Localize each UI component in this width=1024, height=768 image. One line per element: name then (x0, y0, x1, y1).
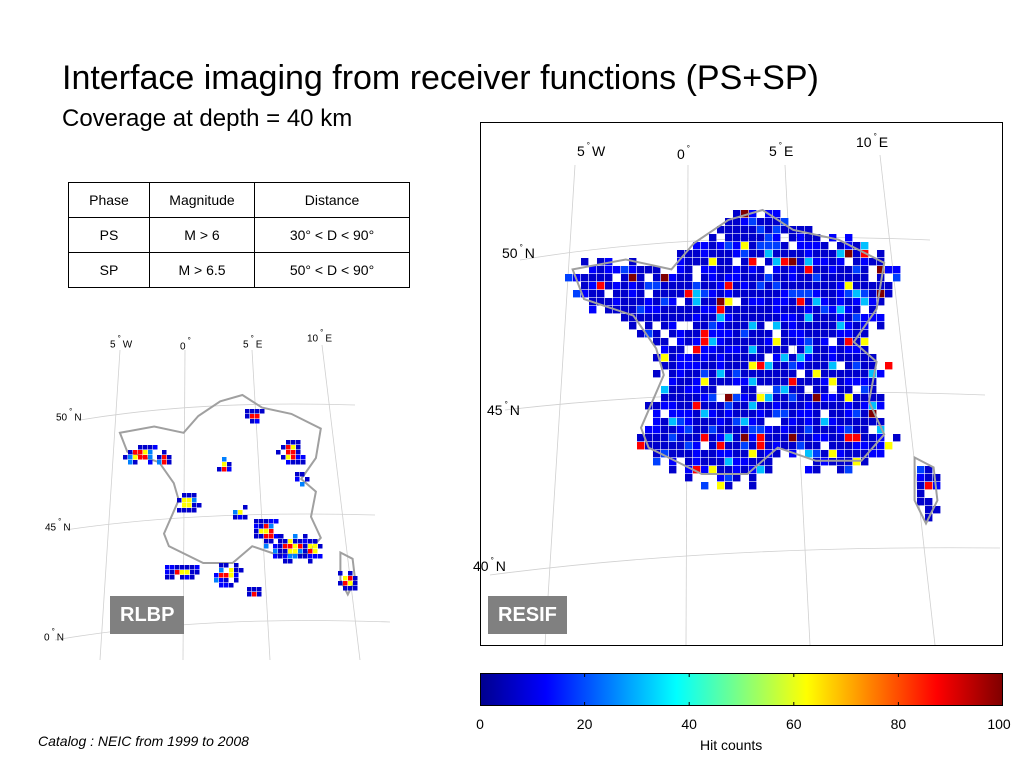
catalog-note: Catalog : NEIC from 1999 to 2008 (38, 733, 249, 749)
resif-lon-label-10e: 10 ° E (856, 132, 889, 150)
table-header-magnitude: Magnitude (149, 182, 255, 218)
table-cell: 50° < D < 90° (254, 252, 410, 288)
resif-label: RESIF (488, 596, 567, 634)
colorbar-tick-label: 40 (681, 716, 697, 732)
rlbp-label: RLBP (110, 596, 185, 634)
table-cell: 30° < D < 90° (254, 217, 410, 253)
table-header-row: Phase Magnitude Distance (68, 182, 410, 218)
rlbp-lat-label-40n: 0°N (44, 627, 64, 644)
table-cell: SP (68, 252, 150, 288)
table-row: SP M > 6.5 50° < D < 90° (68, 252, 410, 288)
resif-map-frame (480, 122, 1003, 646)
colorbar (480, 673, 1003, 706)
phase-table: Phase Magnitude Distance PS M > 6 30° < … (68, 182, 410, 288)
resif-lat-label-50n: 50 ° N (502, 243, 535, 261)
colorbar-tick-label: 60 (786, 716, 802, 732)
slide-subtitle: Coverage at depth = 40 km (62, 105, 353, 132)
table-header-phase: Phase (68, 182, 150, 218)
colorbar-tick-label: 0 (476, 716, 484, 732)
colorbar-title: Hit counts (700, 737, 763, 753)
table-cell: M > 6.5 (149, 252, 255, 288)
resif-lat-label-40n: 40 ° N (473, 556, 506, 574)
table-header-distance: Distance (254, 182, 410, 218)
rlbp-lat-label-45n: 45°N (45, 517, 71, 534)
resif-lat-label-45n: 45 ° N (487, 400, 520, 418)
resif-lon-label-0: 0 ° (677, 144, 690, 162)
colorbar-tick-label: 80 (890, 716, 907, 732)
rlbp-lon-label-0: 0° (180, 336, 191, 353)
slide-title: Interface imaging from receiver function… (62, 59, 819, 97)
colorbar-tick-label: 100 (987, 716, 1011, 732)
rlbp-coverage-map (54, 344, 391, 661)
colorbar-ticks (584, 673, 899, 706)
rlbp-lon-label-5w: 5°W (110, 334, 133, 351)
resif-lon-label-5w: 5 ° W (577, 141, 606, 159)
rlbp-lon-label-10e: 10°E (307, 328, 332, 345)
table-row: PS M > 6 30° < D < 90° (68, 217, 410, 253)
rlbp-lon-label-5e: 5°E (243, 334, 263, 351)
resif-coverage-map (489, 154, 1001, 646)
table-cell: M > 6 (149, 217, 255, 253)
colorbar-tick-label: 20 (576, 716, 593, 732)
table-cell: PS (68, 217, 150, 253)
resif-lon-label-5e: 5 ° E (769, 141, 794, 159)
rlbp-lat-label-50n: 50°N (56, 407, 82, 424)
